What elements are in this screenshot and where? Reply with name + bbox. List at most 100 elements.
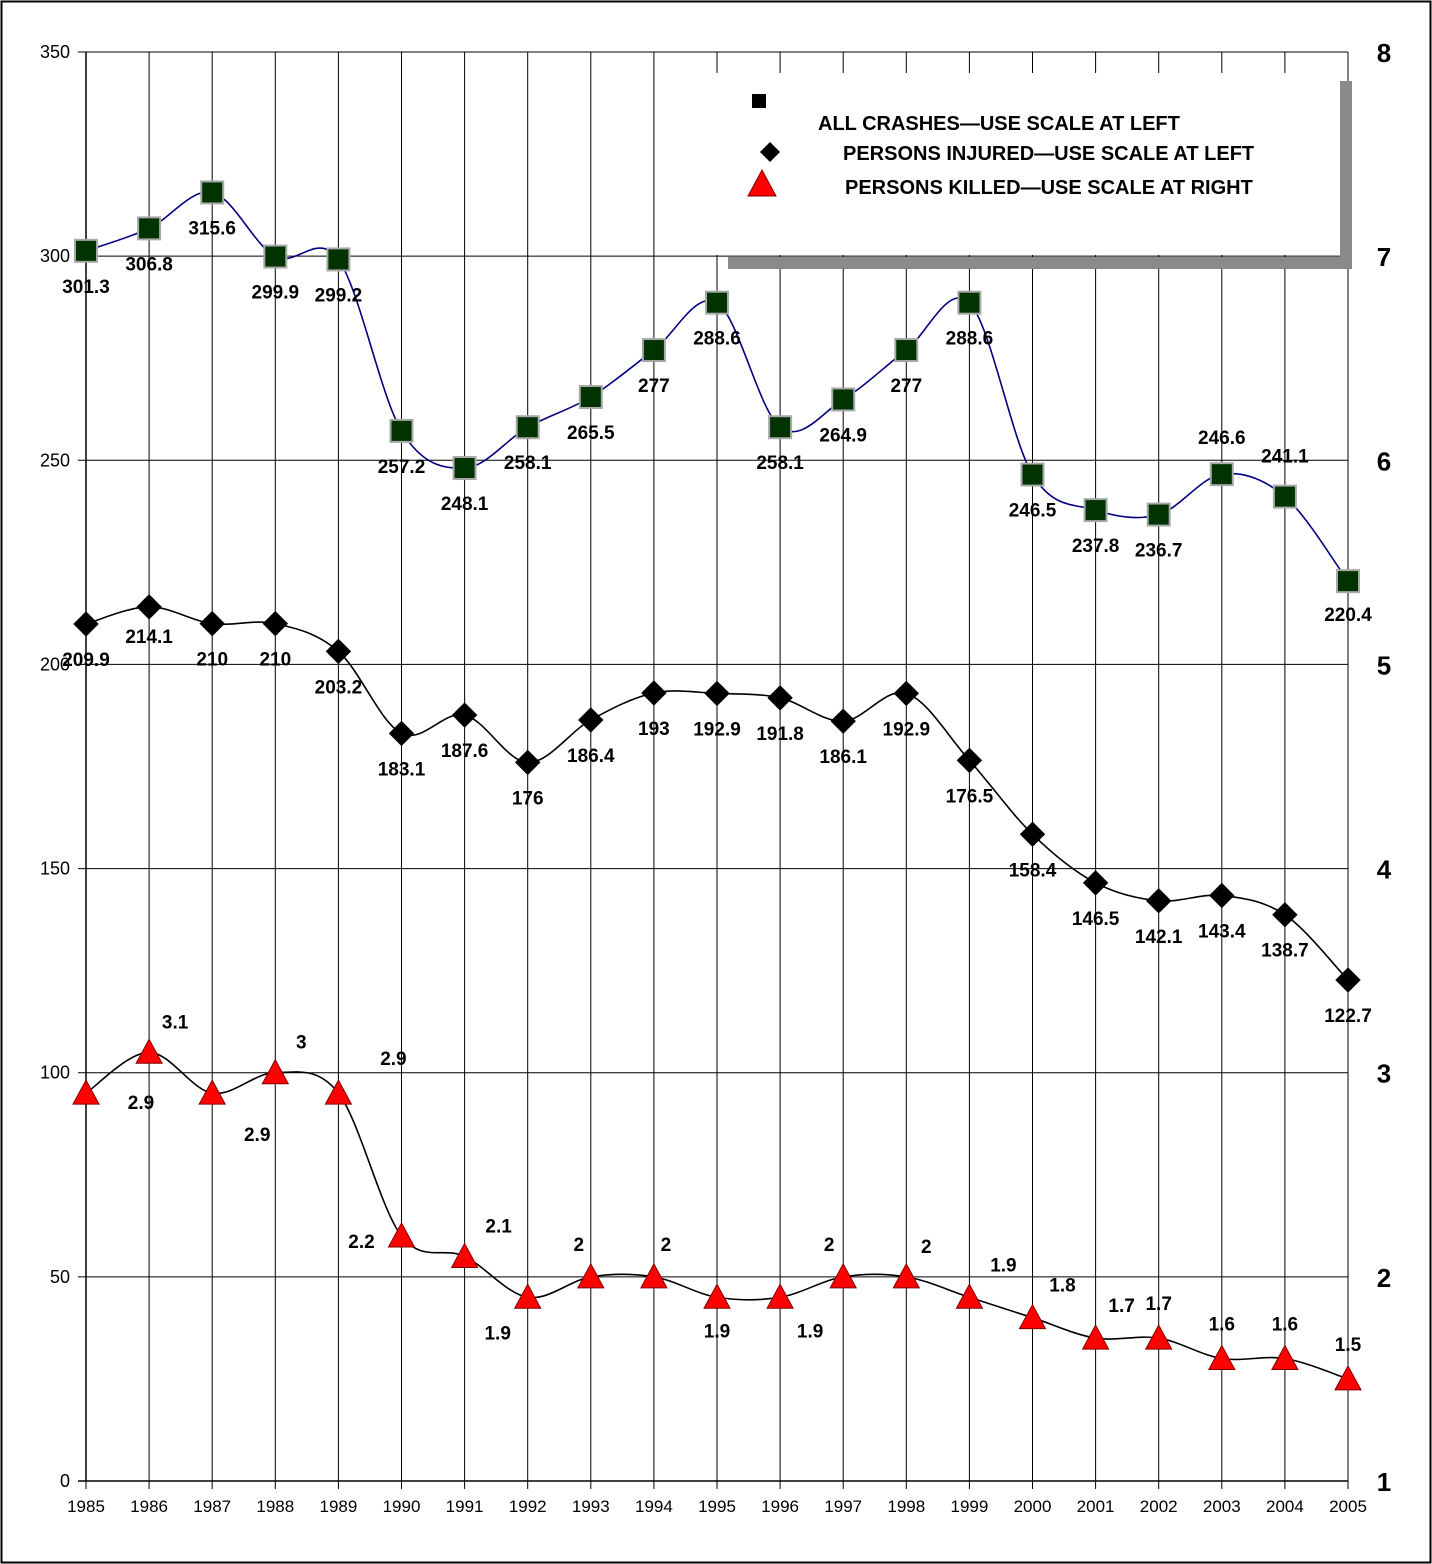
crashes-square-marker: [641, 338, 666, 363]
data-label: 186.1: [819, 747, 867, 768]
x-axis-ticks: 1985 1986 1987 1988 1989 1990 1991 1992 1993 1994…: [67, 1497, 1367, 1516]
x-axis-tick-label: 1995: [698, 1497, 736, 1516]
crashes-square-marker: [326, 247, 351, 272]
legend-entry-label: ALL CRASHES—USE SCALE AT LEFT: [818, 113, 1180, 135]
injured-diamond-marker: [767, 685, 793, 711]
left-axis-ticks: 0 50 100 150 200 250 300 350: [40, 42, 70, 1491]
right-axis-tick-label: 8: [1377, 38, 1391, 68]
killed-triangle-marker: [576, 1262, 605, 1289]
crashes-square-marker: [263, 244, 288, 269]
killed-triangle-marker: [387, 1221, 416, 1248]
data-label: 299.9: [252, 283, 300, 304]
data-label: 1.8: [1049, 1276, 1075, 1297]
x-axis-tick-label: 1987: [193, 1497, 231, 1516]
x-axis-tick-label: 1992: [509, 1497, 547, 1516]
injured-diamond-marker: [1272, 902, 1298, 928]
crashes-square-marker: [578, 385, 603, 410]
data-label: 191.8: [756, 724, 804, 745]
data-label: 246.6: [1198, 428, 1246, 449]
right-axis-tick-label: 6: [1377, 446, 1391, 476]
x-axis-tick-label: 2003: [1203, 1497, 1241, 1516]
data-label: 237.8: [1072, 536, 1120, 557]
data-label: 2.9: [380, 1049, 406, 1070]
data-label: 1.7: [1145, 1294, 1171, 1315]
data-label: 193: [638, 719, 670, 740]
data-label: 277: [890, 376, 922, 397]
x-axis-tick-label: 1990: [383, 1497, 421, 1516]
killed-triangle-marker: [640, 1262, 668, 1289]
x-axis-tick-label: 1985: [67, 1497, 105, 1516]
injured-diamond-marker: [1019, 821, 1046, 847]
x-axis-tick-label: 1994: [635, 1497, 673, 1516]
injured-diamond-marker: [1335, 967, 1361, 993]
injured-diamond-marker: [262, 610, 289, 637]
data-label: 176: [512, 788, 544, 809]
killed-triangle-marker: [766, 1283, 794, 1309]
x-axis-tick-label: 1986: [130, 1497, 168, 1516]
data-label: 236.7: [1135, 541, 1183, 562]
data-label: 214.1: [125, 627, 173, 648]
data-label: 138.7: [1261, 941, 1309, 962]
data-label: 2.1: [485, 1216, 512, 1237]
right-axis-tick-label: 5: [1377, 650, 1391, 680]
legend-shadow-right: [1340, 81, 1352, 269]
data-label: 3: [296, 1033, 307, 1054]
legend-diamond-icon: [760, 142, 780, 162]
data-label: 315.6: [188, 218, 236, 239]
data-label: 248.1: [441, 494, 489, 515]
x-axis-tick-label: 2002: [1140, 1497, 1178, 1516]
legend-triangle-icon: [747, 168, 777, 197]
right-axis-tick-label: 2: [1377, 1263, 1391, 1293]
left-axis-tick-label: 100: [40, 1063, 70, 1083]
crashes-square-marker: [957, 290, 982, 315]
x-axis-tick-label: 1993: [572, 1497, 610, 1516]
x-axis-tick-label: 2001: [1077, 1497, 1115, 1516]
killed-triangle-marker: [513, 1283, 542, 1309]
data-label: 299.2: [315, 285, 363, 306]
data-label: 257.2: [378, 457, 426, 478]
data-label: 146.5: [1072, 909, 1120, 930]
legend-box: [716, 73, 1338, 255]
data-label: 143.4: [1198, 922, 1246, 943]
legend-shadow-bottom: [728, 257, 1352, 269]
data-label: 1.9: [797, 1321, 823, 1342]
x-axis-tick-label: 1988: [256, 1497, 294, 1516]
crashes-square-marker: [894, 338, 919, 363]
crashes-square-marker: [137, 216, 162, 241]
killed-triangle-marker: [703, 1283, 731, 1309]
crashes-square-marker: [515, 415, 540, 440]
crashes-square-marker: [831, 387, 856, 412]
legend-square-icon: [752, 94, 766, 108]
data-label: 306.8: [125, 254, 173, 275]
x-axis-tick-label: 1996: [761, 1497, 799, 1516]
data-label: 192.9: [693, 719, 741, 740]
injured-diamond-marker: [1145, 888, 1172, 914]
data-label: 246.5: [1009, 501, 1057, 522]
killed-triangle-marker: [1207, 1344, 1236, 1371]
data-label: 2: [921, 1237, 932, 1258]
x-axis-tick-label: 1998: [887, 1497, 925, 1516]
data-label: 288.6: [693, 329, 741, 350]
data-label: 301.3: [62, 277, 110, 298]
data-label: 210: [259, 650, 291, 671]
left-axis-tick-label: 350: [40, 42, 70, 62]
left-axis-tick-label: 50: [50, 1267, 70, 1287]
data-label: 2.9: [244, 1125, 270, 1146]
x-axis-tick-label: 2000: [1014, 1497, 1052, 1516]
injured-diamond-marker: [956, 747, 983, 774]
injured-diamond-marker: [1082, 870, 1109, 896]
data-label: 265.5: [567, 423, 615, 444]
right-axis-tick-label: 1: [1377, 1467, 1391, 1497]
injured-diamond-marker: [830, 708, 856, 734]
data-label: 210: [196, 650, 228, 671]
x-axis-tick-label: 1997: [824, 1497, 862, 1516]
data-label: 203.2: [315, 677, 363, 698]
crashes-square-marker: [1146, 502, 1171, 527]
crashes-square-marker: [200, 180, 225, 205]
data-label: 3.1: [162, 1012, 189, 1033]
killed-triangle-marker: [261, 1058, 290, 1085]
series-markers: [72, 180, 1362, 1391]
right-axis-tick-label: 3: [1377, 1059, 1391, 1089]
left-axis-tick-label: 150: [40, 859, 70, 879]
